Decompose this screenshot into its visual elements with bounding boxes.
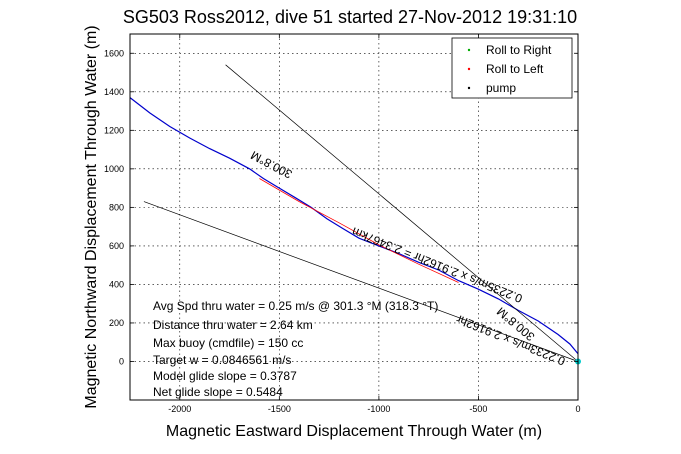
y-tick-label: 600 bbox=[109, 241, 124, 251]
legend-marker-roll-right bbox=[467, 48, 471, 52]
annotation-block: Avg Spd thru water = 0.25 m/s @ 301.3 °M… bbox=[153, 299, 438, 399]
legend-box bbox=[451, 37, 573, 99]
y-tick-label: 200 bbox=[109, 318, 124, 328]
y-tick-label: 400 bbox=[109, 279, 124, 289]
x-tick-label: -2000 bbox=[168, 404, 191, 414]
annotation-net-glide: Net glide slope = 0.5484 bbox=[153, 385, 283, 399]
y-tick-label: 1200 bbox=[104, 125, 124, 135]
annotation-target-w: Target w = 0.0846561 m/s bbox=[153, 353, 291, 367]
y-tick-label: 800 bbox=[109, 202, 124, 212]
heading-line-upper bbox=[225, 64, 579, 362]
legend-label-pump: pump bbox=[486, 81, 516, 95]
x-tick-label: -1000 bbox=[367, 404, 390, 414]
series-group bbox=[129, 64, 581, 365]
y-tick-label: 0 bbox=[119, 356, 124, 366]
legend-label-roll-left: Roll to Left bbox=[486, 62, 544, 76]
annotation-distance: Distance thru water = 2.64 km bbox=[153, 318, 313, 332]
y-axis-label: Magnetic Northward Displacement Through … bbox=[83, 25, 100, 408]
legend-marker-roll-left bbox=[467, 67, 471, 71]
legend: Roll to Right Roll to Left pump bbox=[451, 37, 573, 99]
x-tick-label: -500 bbox=[469, 404, 487, 414]
x-tick-label: -1500 bbox=[268, 404, 291, 414]
annotation-avg-speed: Avg Spd thru water = 0.25 m/s @ 301.3 °M… bbox=[153, 299, 438, 313]
axes-frame bbox=[129, 33, 579, 401]
y-tick-label: 1600 bbox=[104, 48, 124, 58]
legend-label-roll-right: Roll to Right bbox=[486, 43, 552, 57]
x-tick-label: 0 bbox=[575, 404, 580, 414]
roll-left-line bbox=[259, 178, 459, 283]
heading-line-lower bbox=[143, 201, 579, 362]
chart-title: SG503 Ross2012, dive 51 started 27-Nov-2… bbox=[123, 7, 577, 27]
annotation-model-glide: Model glide slope = 0.3787 bbox=[153, 369, 297, 383]
x-axis-label: Magnetic Eastward Displacement Through W… bbox=[166, 423, 542, 440]
ticks: -2000 -1500 -1000 -500 0 0 200 400 600 800 1000 120… bbox=[104, 34, 581, 414]
annotation-max-buoy: Max buoy (cmdfile) = 150 cc bbox=[153, 336, 303, 350]
y-tick-label: 1000 bbox=[104, 164, 124, 174]
legend-marker-pump bbox=[467, 86, 471, 90]
y-tick-label: 1400 bbox=[104, 87, 124, 97]
